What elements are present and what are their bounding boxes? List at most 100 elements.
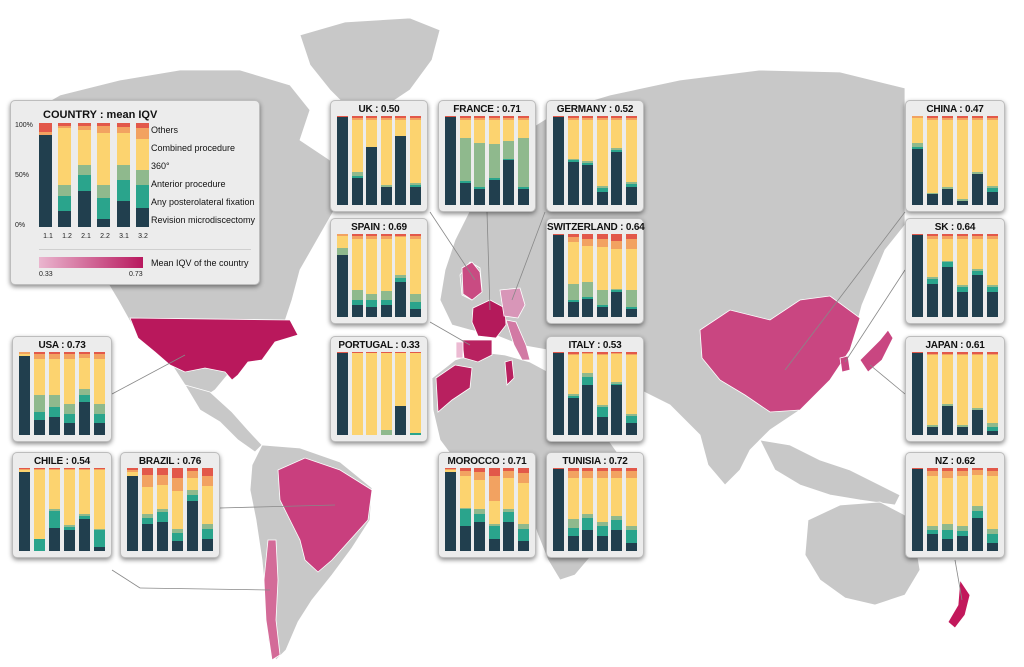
country-panel-title: USA : 0.73 (13, 340, 111, 351)
stacked-bar (597, 116, 608, 205)
country-name: UK (358, 104, 372, 115)
bar-segment (94, 423, 105, 435)
bar-segment (942, 406, 953, 435)
bar-segment (582, 299, 593, 317)
landmass-central-america (185, 385, 262, 452)
country-panel-title: CHILE : 0.54 (13, 456, 111, 467)
bar-segment (202, 529, 213, 539)
legend-gradient-bar (39, 257, 143, 268)
country-title-separator: : (958, 340, 966, 351)
bar-segment (94, 404, 105, 414)
bar-segment (503, 478, 514, 509)
bar-segment (927, 284, 938, 317)
bar-segment (582, 120, 593, 162)
country-panel-title: FRANCE : 0.71 (439, 104, 535, 115)
bar-segment (49, 511, 60, 528)
country-panel: SPAIN : 0.69 (330, 218, 428, 324)
country-panel: GERMANY : 0.52 (546, 100, 644, 212)
country-portugal (456, 342, 463, 358)
bar-segment (987, 534, 998, 542)
bar-segment (157, 512, 168, 522)
bar-segment (94, 547, 105, 551)
stacked-bar (172, 468, 183, 551)
bar-segment (127, 476, 138, 551)
stacked-bar (410, 116, 421, 205)
stacked-bar (460, 468, 471, 551)
bar-segment (34, 420, 45, 435)
bar-segment (79, 395, 90, 402)
stacked-bar (34, 468, 45, 551)
stacked-bar (127, 468, 138, 551)
bar-segment (626, 530, 637, 542)
country-title-separator: : (948, 222, 956, 233)
bar-segment (64, 414, 75, 422)
bar-segment (366, 300, 377, 307)
stacked-bar (381, 352, 392, 435)
legend-xtick: 1.2 (57, 233, 77, 240)
bar-segment (19, 356, 30, 435)
stacked-bar (79, 468, 90, 551)
country-panel-title: GERMANY : 0.52 (547, 104, 643, 115)
bar-segment (489, 144, 500, 178)
bar-segment (626, 239, 637, 249)
bar-segment (142, 518, 153, 525)
bar-segment (597, 239, 608, 247)
bar-segment (568, 519, 579, 527)
bar-segment (553, 117, 564, 205)
stacked-bar (626, 234, 637, 317)
bar-segment (352, 120, 363, 172)
country-bars (337, 352, 421, 435)
bar-segment (34, 539, 45, 551)
country-panel: USA : 0.73 (12, 336, 112, 442)
bar-segment (410, 353, 421, 433)
bar-segment (381, 187, 392, 205)
bar-segment (568, 478, 579, 520)
country-bars (445, 116, 529, 205)
bar-segment (489, 526, 500, 538)
bar-segment (626, 120, 637, 182)
bar-segment (395, 282, 406, 317)
bar-segment (553, 235, 564, 317)
stacked-bar (597, 352, 608, 435)
bar-segment (381, 430, 392, 435)
legend-example-bar (78, 123, 91, 227)
country-panel-title: SPAIN : 0.69 (331, 222, 427, 233)
stacked-bar (972, 468, 983, 551)
bar-segment (597, 417, 608, 435)
country-iqv: 0.53 (603, 340, 622, 351)
bar-segment (626, 249, 637, 291)
stacked-bar (142, 468, 153, 551)
bar-segment (187, 478, 198, 490)
legend-gradient-min: 0.33 (39, 271, 53, 278)
country-bars (912, 234, 998, 317)
bar-segment (518, 120, 529, 138)
bar-segment (157, 522, 168, 551)
bar-segment (597, 536, 608, 551)
bar-segment (957, 536, 968, 551)
landmass-australia (805, 502, 920, 605)
bar-segment (49, 417, 60, 435)
bar-segment (460, 509, 471, 526)
stacked-bar (352, 352, 363, 435)
bar-segment (94, 414, 105, 422)
bar-segment (927, 194, 938, 205)
connector-usa (112, 355, 185, 394)
stacked-bar (202, 468, 213, 551)
bar-segment (582, 377, 593, 385)
stacked-bar (410, 352, 421, 435)
bar-segment (489, 468, 500, 476)
bar-segment (366, 294, 377, 301)
legend-category: 360° (151, 161, 170, 171)
landmass-greenland (300, 18, 440, 110)
bar-segment (582, 246, 593, 283)
country-panel-title: JAPAN : 0.61 (906, 340, 1004, 351)
bar-segment (957, 355, 968, 425)
legend-title: COUNTRY : mean IQV (43, 109, 157, 121)
stacked-bar (987, 116, 998, 205)
bar-segment (352, 305, 363, 317)
bar-segment (582, 165, 593, 205)
bar-segment (381, 353, 392, 430)
bar-segment (942, 539, 953, 551)
bar-segment (410, 187, 421, 205)
bar-segment (626, 355, 637, 414)
